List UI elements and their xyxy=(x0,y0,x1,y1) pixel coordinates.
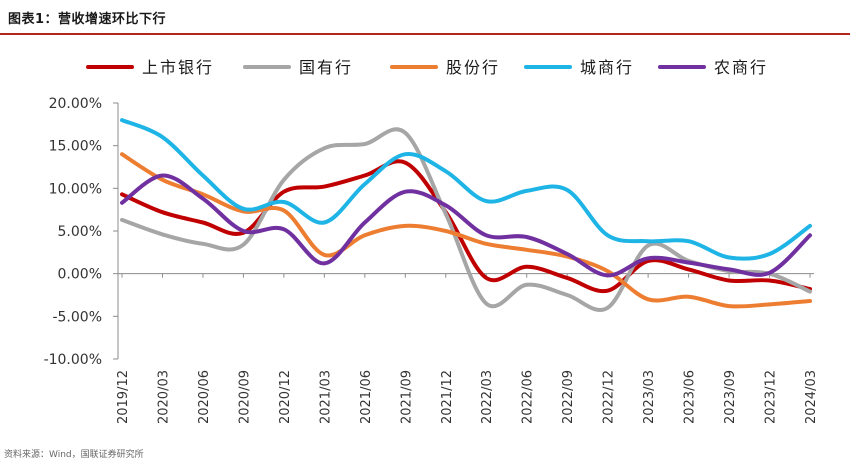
x-axis: 2019/12 2020/03 2020/06 2020/09 2020/12 2021/… xyxy=(116,273,819,424)
x-tick-label: 2020/09 xyxy=(237,370,252,424)
x-tick-label: 2021/09 xyxy=(399,370,414,424)
series-line-5 xyxy=(120,173,812,278)
y-tick-label: 20.00% xyxy=(49,96,102,112)
figure-title: 图表1：营收增速环比下行 xyxy=(8,12,167,27)
y-tick-label: 15.00% xyxy=(49,139,102,155)
y-tick-label: 10.00% xyxy=(49,181,102,197)
title-rule xyxy=(0,33,850,35)
x-tick-label: 2023/09 xyxy=(723,370,738,424)
x-tick-label: 2021/03 xyxy=(318,370,333,424)
series-line-4 xyxy=(120,118,812,261)
legend-label-5: 农商行 xyxy=(714,58,768,77)
x-tick-label: 2020/03 xyxy=(156,370,171,424)
x-tick-label: 2023/12 xyxy=(764,370,779,424)
y-tick-label: -5.00% xyxy=(52,309,102,325)
x-tick-label: 2021/06 xyxy=(359,370,374,424)
x-tick-label: 2020/12 xyxy=(278,370,293,424)
source-note: 资料来源：Wind，国联证券研究所 xyxy=(4,450,144,460)
chart-legend: 上市银行 国有行 股份行 城商行 农商行 xyxy=(86,58,768,77)
legend-label-2: 国有行 xyxy=(299,58,353,77)
line-chart: 上市银行 国有行 股份行 城商行 农商行 -10.00% -5.00% 0.00% 5.00%… xyxy=(44,58,819,424)
legend-label-1: 上市银行 xyxy=(142,58,214,77)
series-line-1 xyxy=(120,159,812,294)
series-lines xyxy=(120,118,812,312)
x-tick-label: 2022/06 xyxy=(521,370,536,424)
y-axis: -10.00% -5.00% 0.00% 5.00% 10.00% 15.00% 20.00… xyxy=(44,96,119,368)
y-tick-label: -10.00% xyxy=(44,352,102,368)
x-tick-label: 2022/03 xyxy=(480,370,495,424)
legend-label-4: 城商行 xyxy=(580,58,634,77)
x-tick-label: 2023/06 xyxy=(683,370,698,424)
x-tick-label: 2022/12 xyxy=(602,370,617,424)
x-tick-label: 2021/12 xyxy=(440,370,455,424)
legend-label-3: 股份行 xyxy=(446,58,500,77)
y-tick-label: 0.00% xyxy=(58,267,102,283)
x-tick-label: 2019/12 xyxy=(116,370,131,424)
x-tick-label: 2022/09 xyxy=(561,370,576,424)
x-tick-label: 2024/03 xyxy=(804,370,819,424)
x-tick-label: 2023/03 xyxy=(642,370,657,424)
y-tick-label: 5.00% xyxy=(58,224,102,240)
x-tick-label: 2020/06 xyxy=(197,370,212,424)
series-line-3 xyxy=(120,152,812,309)
